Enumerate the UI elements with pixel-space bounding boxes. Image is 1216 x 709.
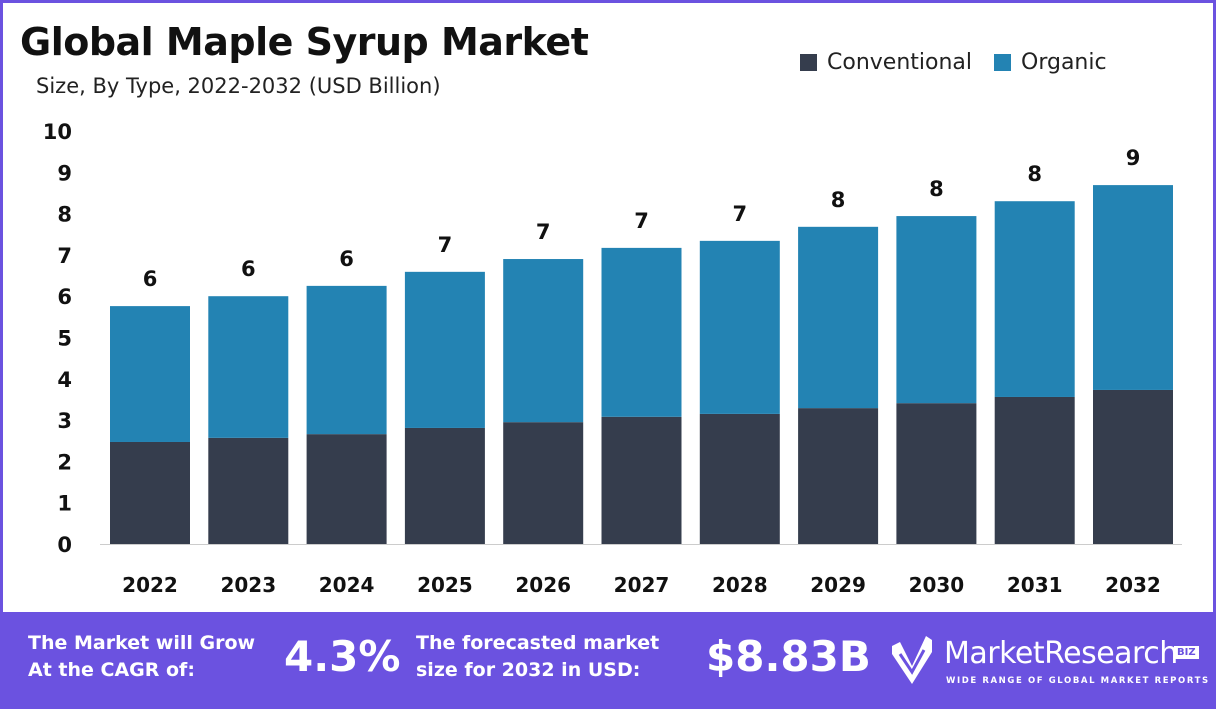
x-tick-label: 2029 (810, 573, 866, 597)
bar-conventional-2022 (110, 441, 190, 544)
bar-organic-2031 (994, 201, 1075, 397)
x-tick-label: 2031 (1007, 573, 1063, 597)
chart-title: Global Maple Syrup Market (20, 20, 589, 64)
bar-conventional-2027 (601, 416, 682, 544)
data-label: 8 (831, 188, 846, 212)
x-tick-label: 2024 (319, 573, 375, 597)
data-label: 9 (1126, 146, 1141, 170)
cagr-value: 4.3% (284, 632, 401, 681)
x-tick-label: 2025 (417, 573, 473, 597)
data-label: 6 (339, 247, 354, 271)
y-tick-label: 1 (57, 492, 72, 516)
y-tick-label: 2 (57, 450, 72, 474)
x-tick-label: 2027 (614, 573, 670, 597)
data-label: 8 (929, 177, 944, 201)
y-tick-label: 7 (57, 244, 72, 268)
x-tick-label: 2023 (220, 573, 276, 597)
legend-item-organic: Organic (994, 50, 1107, 75)
bar-organic-2023 (208, 296, 289, 438)
legend-swatch-conventional (800, 54, 817, 71)
bar-conventional-2032 (1093, 389, 1173, 544)
checkmark-shield-icon (892, 636, 932, 684)
bar-conventional-2031 (994, 396, 1075, 544)
y-tick-label: 8 (57, 203, 72, 227)
logo-tagline: WIDE RANGE OF GLOBAL MARKET REPORTS (946, 676, 1210, 686)
cagr-label-line: The Market will Grow (28, 632, 256, 654)
forecast-label-line: size for 2032 in USD: (416, 659, 641, 681)
data-label: 7 (634, 209, 649, 233)
x-tick-label: 2028 (712, 573, 768, 597)
summary-banner: The Market will Grow At the CAGR of: 4.3… (0, 612, 1216, 709)
x-tick-label: 2026 (515, 573, 571, 597)
bar-organic-2029 (798, 226, 879, 409)
bar-conventional-2024 (306, 434, 387, 544)
data-label: 7 (438, 233, 453, 257)
bar-chart: 0 1 2 3 4 5 6 7 8 9 10 6 2022 6 2023 6 2024 7 2025 7 2026 7 20… (43, 120, 1182, 597)
legend-item-conventional: Conventional (800, 50, 972, 75)
y-tick-label: 9 (57, 161, 72, 185)
bar-organic-2022 (110, 306, 190, 442)
cagr-label: The Market will Grow At the CAGR of: (28, 630, 255, 684)
bar-conventional-2026 (503, 422, 584, 544)
bar-organic-2025 (404, 271, 485, 428)
forecast-label-line: The forecasted market (416, 632, 660, 654)
cagr-label-line: At the CAGR of: (28, 659, 195, 681)
data-label: 7 (536, 220, 551, 244)
legend: Conventional Organic (800, 50, 1107, 75)
bar-organic-2028 (699, 240, 780, 414)
y-tick-label: 6 (57, 285, 72, 309)
y-tick-label: 5 (57, 327, 72, 351)
bar-conventional-2023 (208, 437, 289, 544)
bar-organic-2024 (306, 285, 387, 435)
y-tick-label: 0 (57, 533, 72, 557)
data-label: 7 (732, 202, 747, 226)
legend-swatch-organic (994, 54, 1011, 71)
y-tick-label: 3 (57, 409, 72, 433)
legend-label: Organic (1021, 50, 1107, 75)
bar-organic-2030 (896, 216, 977, 404)
x-tick-label: 2030 (909, 573, 965, 597)
data-label: 6 (143, 267, 158, 291)
bar-conventional-2030 (896, 403, 977, 544)
logo-name: MarketResearch (944, 636, 1178, 671)
forecast-label: The forecasted market size for 2032 in U… (416, 630, 659, 684)
forecast-value: $8.83B (706, 632, 871, 681)
data-label: 8 (1027, 162, 1042, 186)
x-tick-label: 2022 (122, 573, 178, 597)
bar-organic-2027 (601, 247, 682, 417)
bar-organic-2026 (503, 259, 584, 423)
chart-subtitle: Size, By Type, 2022-2032 (USD Billion) (36, 74, 441, 98)
x-tick-label: 2032 (1105, 573, 1161, 597)
bar-conventional-2028 (699, 413, 780, 544)
y-tick-label: 4 (57, 368, 72, 392)
bar-conventional-2029 (798, 408, 879, 544)
logo-suffix: BIZ (1174, 646, 1199, 659)
bar-conventional-2025 (404, 427, 485, 544)
bar-organic-2032 (1093, 185, 1173, 390)
y-tick-label: 10 (43, 120, 72, 144)
data-label: 6 (241, 257, 256, 281)
legend-label: Conventional (827, 50, 972, 75)
